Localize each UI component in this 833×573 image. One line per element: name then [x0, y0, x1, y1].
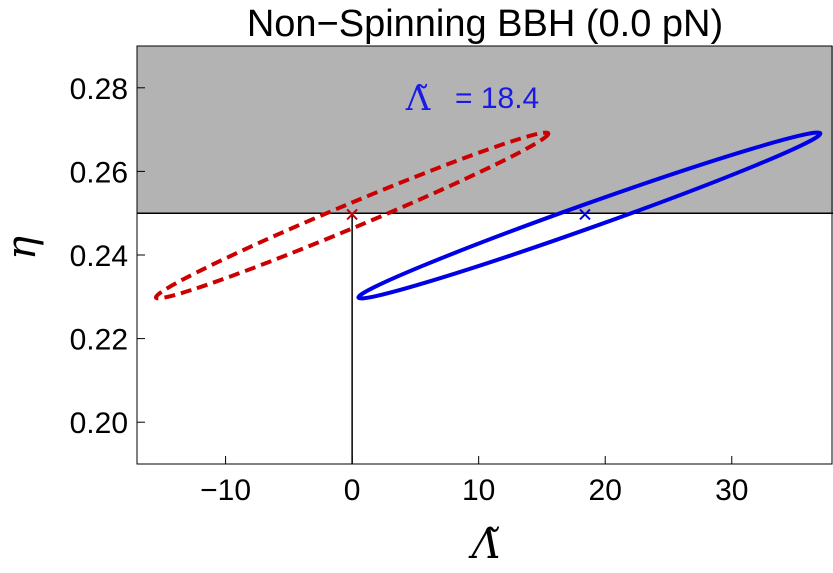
y-tick-label: 0.20: [70, 407, 128, 440]
y-tick-label: 0.26: [70, 156, 128, 189]
series-2-marker: [579, 208, 591, 221]
y-tick-label: 0.28: [70, 73, 128, 106]
shaded-region: [137, 46, 833, 214]
x-tick-label: 10: [462, 474, 495, 507]
annotation-symbol: Λ̃: [405, 79, 431, 119]
series-2-ellipse: [356, 130, 823, 301]
x-axis-label: Λ̃: [468, 522, 501, 568]
chart-title: Non−Spinning BBH (0.0 pN): [247, 3, 723, 45]
plot-area: [136, 45, 833, 465]
series-1-ellipse: [153, 130, 551, 301]
x-tick-label: 0: [344, 474, 361, 507]
x-tick-label: 20: [589, 474, 622, 507]
annotation-value: = 18.4: [455, 82, 539, 115]
y-axis-label: η: [0, 236, 45, 260]
x-tick-label: −10: [200, 474, 251, 507]
x-axis-ticks: −10 0 10 20 30: [200, 456, 748, 507]
y-tick-label: 0.24: [70, 240, 128, 273]
y-axis-ticks: 0.20 0.22 0.24 0.26 0.28: [70, 73, 145, 440]
series-1-marker: [346, 208, 358, 221]
y-tick-label: 0.22: [70, 324, 128, 357]
x-tick-label: 30: [715, 474, 748, 507]
series-layer: [153, 130, 823, 301]
